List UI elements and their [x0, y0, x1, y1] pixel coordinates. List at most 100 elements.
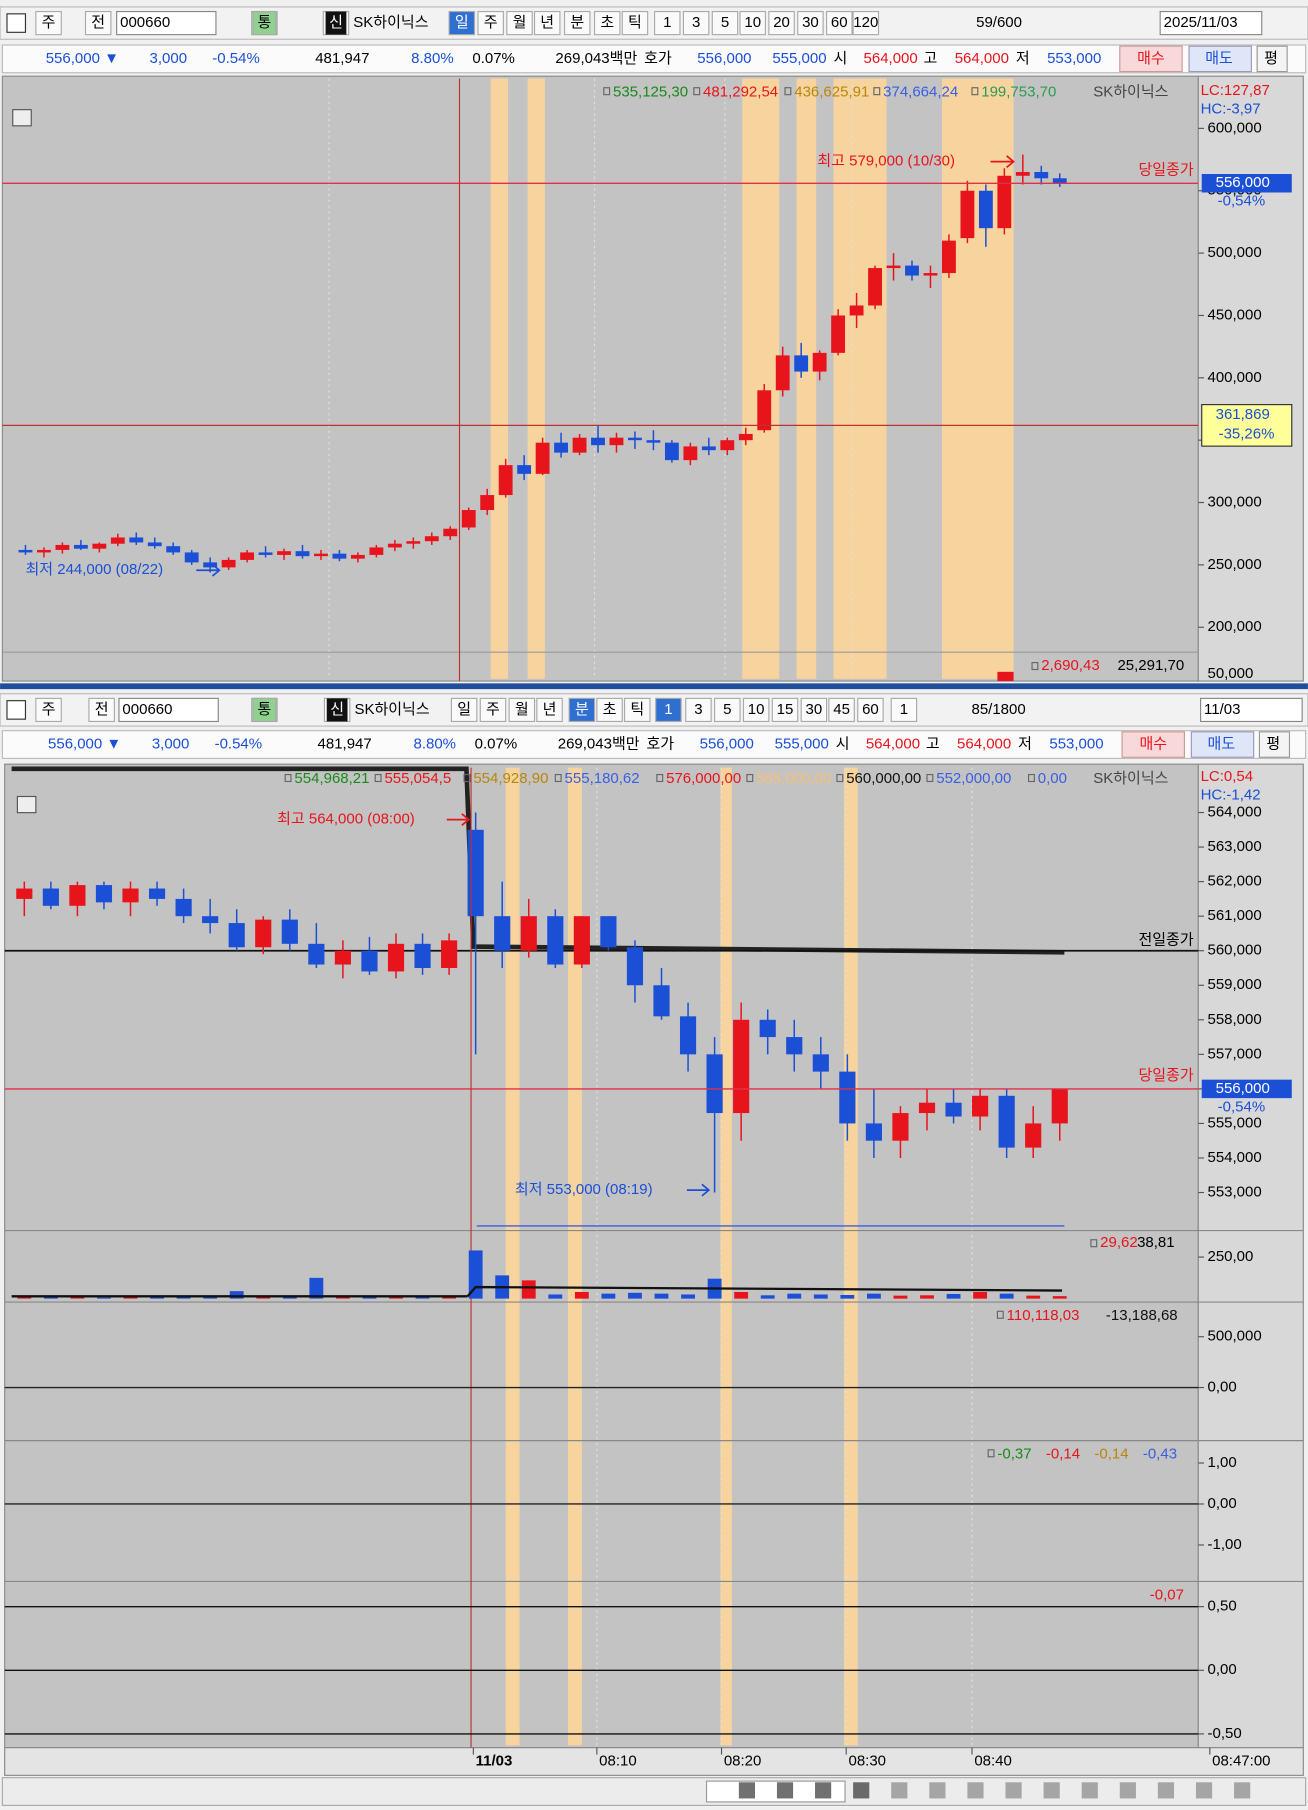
toolbar-button[interactable] — [714, 697, 741, 723]
toolbar-button[interactable] — [828, 697, 855, 723]
toolbar-button[interactable] — [536, 697, 563, 723]
toolbar-item[interactable]: 30 — [802, 14, 819, 31]
toolbar-item[interactable]: 3 — [692, 14, 700, 31]
buy-button[interactable] — [1121, 731, 1185, 758]
toolbar-item[interactable]: 1 — [900, 701, 908, 718]
toolbar-button[interactable] — [682, 10, 710, 36]
quote-field[interactable]: 매수 — [1137, 50, 1165, 67]
sell-button[interactable] — [1188, 45, 1252, 73]
toolbar-button[interactable] — [506, 10, 533, 36]
toolbar-button[interactable] — [655, 697, 682, 723]
quote-field[interactable]: 매도 — [1205, 50, 1233, 67]
toolbar-item[interactable]: 분 — [570, 14, 584, 31]
toolbar-item[interactable]: 분 — [575, 701, 589, 718]
avg-button[interactable] — [1258, 731, 1291, 758]
toolbar-button[interactable] — [711, 10, 739, 36]
toolbar-button[interactable] — [508, 697, 536, 723]
tool-icon[interactable] — [1234, 1782, 1251, 1799]
toolbar-button[interactable] — [593, 10, 621, 36]
toolbar-button[interactable] — [252, 10, 277, 36]
toolbar-item[interactable]: 년 — [543, 701, 557, 718]
tool-icon[interactable] — [1157, 1782, 1175, 1799]
toolbar-item[interactable]: 주 — [42, 701, 56, 718]
toolbar-button[interactable] — [654, 10, 681, 36]
toolbar-item[interactable]: 주 — [484, 14, 498, 31]
toolbar-item[interactable]: 000660 — [120, 14, 170, 31]
toolbar-item[interactable]: 통 — [258, 14, 272, 31]
toolbar-item[interactable]: 초 — [603, 701, 617, 718]
toolbar-button[interactable] — [857, 697, 884, 723]
toolbar-item[interactable]: 30 — [806, 701, 823, 718]
toolbar-button[interactable] — [797, 10, 824, 36]
toolbar-button[interactable] — [852, 10, 880, 36]
quote-field[interactable]: 평 — [1264, 50, 1278, 67]
toolbar-button[interactable] — [448, 10, 476, 36]
toolbar-button[interactable] — [800, 697, 828, 723]
tool-icon[interactable] — [1195, 1782, 1213, 1799]
input-box[interactable] — [118, 697, 219, 723]
toolbar-button[interactable] — [596, 697, 623, 723]
input-box[interactable] — [1159, 10, 1263, 36]
toolbar-item[interactable]: 1 — [663, 14, 671, 31]
toolbar-button[interactable] — [326, 698, 348, 722]
toolbar-item[interactable]: 10 — [748, 701, 765, 718]
toolbar-item[interactable]: SK하이닉스 — [354, 701, 429, 718]
avg-button[interactable] — [1256, 45, 1288, 73]
toolbar-item[interactable]: 15 — [777, 701, 794, 718]
tool-icon[interactable] — [891, 1782, 908, 1799]
toolbar-item[interactable]: 1 — [664, 701, 672, 718]
toolbar-button[interactable] — [685, 697, 712, 723]
toolbar-button[interactable] — [84, 10, 112, 36]
toolbar-button[interactable] — [325, 11, 347, 35]
toolbar-button[interactable] — [35, 10, 62, 36]
toolbar-button[interactable] — [450, 697, 478, 723]
toolbar-item[interactable]: 60 — [862, 701, 879, 718]
toolbar-button[interactable] — [35, 697, 62, 723]
toolbar-button[interactable] — [533, 10, 561, 36]
toolbar-item[interactable]: 통 — [258, 701, 272, 718]
tool-icon[interactable] — [776, 1782, 794, 1799]
toolbar-item[interactable]: /600 — [993, 14, 1022, 31]
toolbar-button[interactable] — [563, 10, 591, 36]
toolbar-item[interactable]: 일 — [455, 14, 469, 31]
toolbar-item[interactable]: 월 — [515, 701, 529, 718]
sell-button[interactable] — [1190, 731, 1255, 758]
toolbar-item[interactable]: 신 — [329, 14, 343, 31]
toolbar-item[interactable]: 2025/11/03 — [1164, 14, 1238, 31]
toolbar-item[interactable]: 20 — [773, 14, 790, 31]
quote-field[interactable]: 평 — [1266, 736, 1280, 753]
quote-field[interactable]: 매수 — [1139, 736, 1167, 753]
toolbar-item[interactable]: 120 — [853, 14, 878, 31]
toolbar-button[interactable] — [477, 10, 504, 36]
quote-field[interactable]: 매도 — [1208, 736, 1236, 753]
tool-icon[interactable] — [1081, 1782, 1098, 1799]
toolbar-item[interactable]: 월 — [513, 14, 527, 31]
toolbar-item[interactable]: 신 — [330, 701, 344, 718]
toolbar-button[interactable] — [739, 10, 766, 36]
toolbar-button[interactable] — [742, 697, 770, 723]
toolbar-item[interactable]: SK하이닉스 — [353, 14, 428, 31]
tool-icon[interactable] — [853, 1782, 870, 1799]
tool-icon[interactable] — [1119, 1782, 1136, 1799]
toolbar-item[interactable]: 45 — [833, 701, 850, 718]
toolbar-button[interactable] — [88, 697, 115, 723]
toolbar-button[interactable] — [252, 697, 277, 723]
toolbar-button[interactable] — [771, 697, 799, 723]
toolbar-item[interactable]: 59 — [976, 14, 993, 31]
toolbar-button[interactable] — [568, 697, 596, 723]
toolbar-item[interactable]: 85 — [971, 701, 988, 718]
toolbar-button[interactable] — [768, 10, 795, 36]
tool-icon[interactable] — [1043, 1782, 1060, 1799]
toolbar-item[interactable]: 5 — [721, 14, 729, 31]
toolbar-item[interactable]: 년 — [540, 14, 554, 31]
scroll-bar[interactable] — [1, 1777, 1307, 1806]
toolbar-item[interactable]: /1800 — [988, 701, 1026, 718]
buy-button[interactable] — [1119, 45, 1183, 73]
toolbar-button[interactable] — [623, 697, 651, 723]
toolbar-item[interactable]: 주 — [42, 14, 56, 31]
tool-icon[interactable] — [738, 1782, 756, 1799]
toolbar-button[interactable] — [621, 10, 649, 36]
input-box[interactable] — [1200, 697, 1303, 723]
toolbar-button[interactable] — [479, 697, 507, 723]
toolbar-item[interactable]: 틱 — [630, 701, 644, 718]
